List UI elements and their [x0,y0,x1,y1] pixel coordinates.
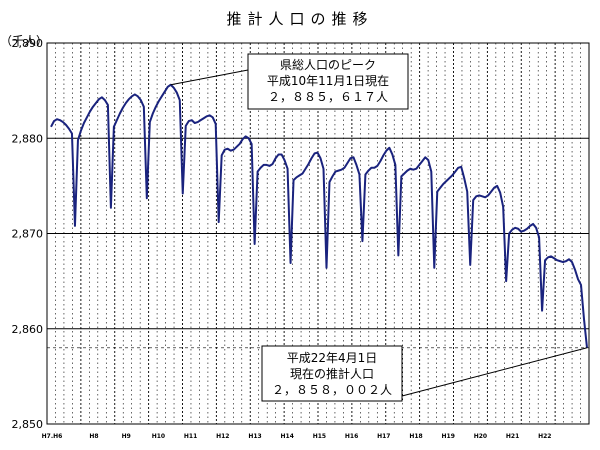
x-tick-label: H22 [538,433,551,440]
x-tick-label: H17 [377,433,390,440]
y-tick-label: 2,870 [12,228,44,241]
current-annotation-box [261,345,403,402]
chart-title: 推計人口の推移 [226,10,373,28]
x-tick-label: H11 [184,433,197,440]
peak-annotation-line-1: 県総人口のピーク [280,58,376,72]
x-tick-label: H13 [248,433,261,440]
current-annotation: 平成22年4月1日 現在の推計人口 ２，８５８，００２人 [261,345,588,402]
current-annotation-leader [401,347,588,397]
x-tick-label: H12 [216,433,229,440]
peak-annotation-line-3: ２，８８５，６１７人 [268,90,388,104]
x-axis: H7.H6 H8 H9 H10 H11 H12 H13 H14 H15 H16 H17 H18 H19 H… [42,433,552,440]
x-tick-label: H7.H6 [42,433,63,440]
x-tick-label: H14 [281,433,294,440]
peak-annotation-line-2: 平成10年11月1日現在 [267,74,389,88]
y-axis-unit: （千人） [0,34,48,48]
x-tick-label: H19 [442,433,455,440]
y-tick-label: 2,850 [12,418,44,431]
x-tick-label: H10 [152,433,165,440]
y-axis: 2,850 2,860 2,870 2,880 2,890 [12,37,44,431]
y-tick-label: 2,880 [12,132,44,145]
x-tick-label: H15 [313,433,326,440]
x-tick-label: H9 [122,433,131,440]
current-annotation-line-1: 平成22年4月1日 [287,351,378,365]
population-series-line [50,83,588,348]
x-tick-label: H21 [506,433,519,440]
peak-annotation-box [247,53,409,110]
peak-annotation-leader [170,69,249,86]
x-tick-label: H20 [474,433,487,440]
x-tick-label: H16 [345,433,358,440]
current-annotation-line-2: 現在の推計人口 [290,366,374,381]
y-tick-label: 2,860 [12,323,44,336]
peak-annotation: 県総人口のピーク 平成10年11月1日現在 ２，８８５，６１７人 [170,53,409,110]
y-tick-label: 2,890 [12,37,44,50]
plot-frame [46,42,590,425]
x-tick-label: H18 [409,433,422,440]
current-annotation-line-3: ２，８５８，００２人 [272,383,392,397]
x-tick-label: H8 [89,433,98,440]
